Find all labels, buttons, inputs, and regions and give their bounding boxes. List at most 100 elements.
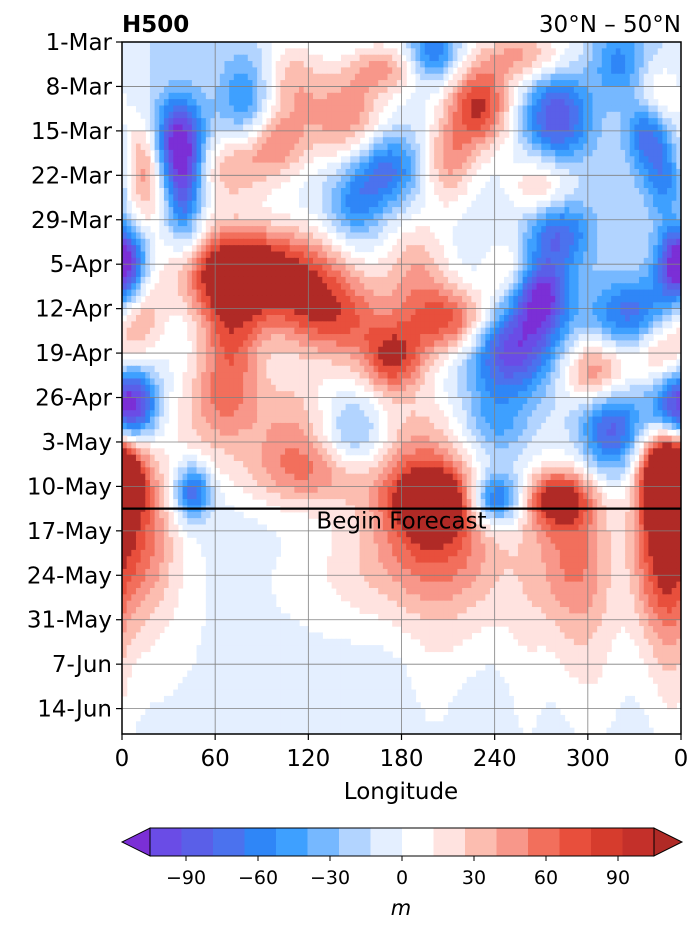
field-cell	[196, 168, 202, 176]
field-cell	[443, 181, 449, 189]
field-cell	[667, 156, 673, 164]
field-cell	[154, 149, 160, 157]
field-cell	[224, 73, 230, 81]
field-cell	[676, 73, 681, 81]
field-cell	[182, 232, 188, 240]
field-cell	[573, 137, 580, 145]
field-cell	[205, 130, 212, 138]
field-cell	[210, 137, 216, 145]
field-cell	[173, 92, 179, 100]
field-cell	[452, 270, 458, 278]
field-cell	[243, 200, 249, 208]
field-cell	[452, 321, 458, 329]
field-cell	[587, 194, 594, 202]
field-cell	[462, 245, 468, 253]
field-cell	[625, 321, 631, 329]
field-cell	[564, 92, 570, 100]
field-cell	[406, 200, 412, 208]
field-cell	[494, 86, 500, 94]
field-cell	[224, 257, 230, 265]
field-cell	[420, 289, 426, 297]
field-cell	[252, 175, 258, 183]
field-cell	[676, 61, 681, 68]
field-cell	[243, 334, 249, 341]
field-cell	[527, 219, 533, 227]
field-cell	[671, 175, 677, 183]
field-cell	[177, 264, 184, 272]
field-cell	[177, 130, 184, 138]
field-cell	[350, 295, 356, 303]
field-cell	[527, 302, 533, 310]
field-cell	[597, 73, 603, 81]
field-cell	[135, 130, 142, 138]
field-cell	[462, 321, 468, 329]
field-cell	[187, 137, 193, 145]
field-cell	[457, 219, 463, 227]
field-cell	[573, 118, 580, 126]
field-cell	[154, 168, 160, 176]
field-cell	[620, 156, 626, 164]
field-cell	[149, 73, 156, 81]
field-cell	[503, 42, 510, 49]
field-cell	[312, 264, 319, 272]
field-cell	[527, 149, 533, 157]
field-cell	[168, 276, 174, 284]
field-cell	[629, 99, 636, 107]
field-cell	[149, 295, 156, 303]
field-cell	[252, 162, 258, 170]
field-cell	[643, 302, 649, 310]
field-cell	[266, 168, 272, 176]
field-cell	[555, 168, 561, 176]
field-cell	[522, 143, 528, 151]
field-cell	[285, 105, 291, 113]
field-cell	[373, 130, 379, 138]
field-cell	[485, 48, 491, 56]
field-cell	[289, 124, 295, 132]
field-cell	[224, 321, 230, 329]
field-cell	[611, 308, 617, 316]
field-cell	[676, 207, 681, 215]
field-cell	[485, 219, 491, 227]
field-cell	[364, 213, 370, 221]
field-cell	[550, 232, 556, 240]
field-cell	[410, 181, 417, 189]
field-cell	[615, 181, 622, 189]
field-cell	[154, 156, 160, 164]
field-cell	[145, 61, 151, 68]
field-cell	[201, 245, 207, 253]
field-cell	[131, 245, 137, 253]
field-cell	[438, 334, 445, 341]
field-cell	[243, 213, 249, 221]
field-cell	[536, 118, 542, 126]
field-cell	[648, 314, 654, 322]
field-cell	[625, 86, 631, 94]
field-cell	[364, 73, 370, 81]
field-cell	[159, 327, 165, 335]
field-cell	[601, 111, 608, 119]
field-cell	[620, 245, 626, 253]
field-cell	[503, 111, 510, 119]
field-cell	[513, 137, 519, 145]
field-cell	[625, 302, 631, 310]
field-cell	[289, 48, 295, 56]
field-cell	[545, 86, 552, 94]
field-cell	[564, 276, 570, 284]
field-cell	[126, 80, 132, 88]
field-cell	[517, 124, 524, 132]
field-cell	[168, 130, 174, 138]
field-cell	[634, 80, 640, 88]
field-cell	[639, 111, 645, 119]
field-cell	[275, 251, 281, 259]
field-cell	[559, 162, 566, 170]
field-cell	[285, 92, 291, 100]
field-cell	[159, 143, 165, 151]
field-cell	[257, 213, 263, 221]
field-cell	[308, 257, 314, 265]
field-cell	[382, 130, 389, 138]
field-cell	[173, 130, 179, 138]
field-cell	[159, 213, 165, 221]
field-cell	[187, 156, 193, 164]
field-cell	[620, 264, 626, 272]
field-cell	[531, 321, 538, 329]
field-cell	[429, 137, 435, 145]
